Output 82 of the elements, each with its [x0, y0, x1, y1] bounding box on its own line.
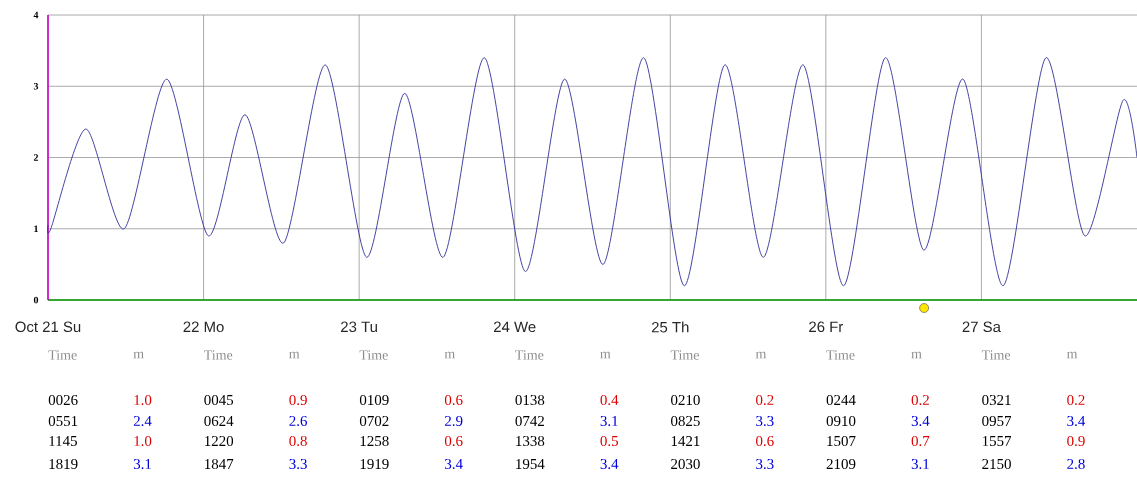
y-tick-label: 2: [33, 154, 39, 161]
text: 0.2: [1067, 394, 1085, 406]
text: 1421: [671, 436, 700, 446]
text: 0045: [204, 394, 234, 406]
x-tick-label: 22 Mo: [183, 321, 224, 333]
text: m: [133, 351, 144, 359]
text: 0.5: [600, 435, 619, 447]
text: m: [1066, 351, 1078, 359]
text: 0.9: [1067, 435, 1085, 447]
text: 1557: [982, 436, 1012, 446]
text: 0910: [826, 415, 856, 427]
text: m: [911, 351, 922, 359]
text: 1847: [205, 458, 234, 470]
text: Time: [826, 350, 855, 360]
text: 0138: [515, 394, 545, 406]
text: 3.3: [289, 458, 307, 470]
text: m: [289, 351, 300, 359]
text: 0.6: [444, 435, 463, 447]
text: 0.9: [289, 394, 307, 406]
text: 0.8: [289, 435, 307, 447]
y-tick-label: 3: [33, 82, 39, 90]
text: 1258: [360, 435, 389, 447]
text: m: [444, 351, 455, 359]
text: 3.3: [756, 415, 774, 427]
text: 3.1: [600, 415, 618, 427]
text: 0.6: [756, 435, 774, 447]
x-tick-label: 26 Fr: [809, 321, 844, 333]
text: 2.8: [1067, 458, 1085, 470]
text: 0109: [359, 394, 389, 406]
text: 2.4: [133, 415, 152, 427]
text: Time: [670, 350, 699, 360]
text: 1919: [360, 458, 389, 470]
text: 3.1: [133, 458, 151, 470]
text: 0.4: [600, 394, 619, 406]
text: 0624: [204, 415, 234, 427]
x-tick-label: 24 We: [494, 321, 536, 333]
text: 1338: [516, 435, 545, 447]
text: 1220: [205, 435, 234, 447]
text: 0825: [671, 415, 700, 427]
text: 0.2: [756, 394, 774, 406]
text: Time: [515, 350, 544, 360]
text: 0026: [48, 394, 78, 406]
text: 3.3: [756, 458, 774, 470]
text: 1145: [49, 436, 77, 446]
y-tick-label: 4: [33, 11, 39, 19]
text: 1507: [827, 435, 856, 447]
x-tick-label: Oct 21 Su: [15, 321, 81, 333]
text: Time: [48, 350, 77, 360]
text: 1819: [49, 458, 78, 470]
text: 2109: [826, 458, 856, 470]
text: 0.2: [911, 394, 929, 406]
text: 1954: [516, 458, 545, 470]
text: 0551: [48, 415, 78, 427]
text: 0244: [826, 394, 856, 406]
text: 0742: [515, 415, 544, 427]
text: m: [755, 351, 767, 359]
text: 1.0: [134, 435, 152, 447]
x-tick-label: 23 Tu: [341, 321, 377, 333]
text: 3.4: [600, 458, 619, 470]
text: 3.4: [911, 415, 930, 427]
text: m: [600, 351, 611, 359]
text: 0957: [982, 415, 1012, 427]
text: Time: [204, 350, 233, 360]
x-tick-label: 27 Sa: [962, 321, 1001, 333]
text: 0.7: [911, 435, 930, 447]
text: 1.0: [134, 394, 152, 406]
text: Time: [359, 350, 388, 360]
text: 3.4: [1067, 415, 1086, 427]
text: 0702: [359, 415, 389, 427]
text: 2030: [671, 458, 700, 470]
text: 2.6: [289, 415, 308, 427]
text: 3.4: [445, 458, 463, 470]
text: 2.9: [445, 415, 463, 427]
x-tick-label: 25 Th: [651, 321, 689, 333]
text: 0.6: [444, 394, 463, 406]
text: 0210: [671, 394, 700, 406]
text: 2150: [982, 458, 1011, 470]
y-tick-label: 0: [33, 296, 39, 304]
text: Time: [981, 350, 1011, 360]
text: 0321: [982, 394, 1011, 406]
y-tick-label: 1: [34, 225, 38, 233]
text: 3.1: [911, 458, 929, 470]
